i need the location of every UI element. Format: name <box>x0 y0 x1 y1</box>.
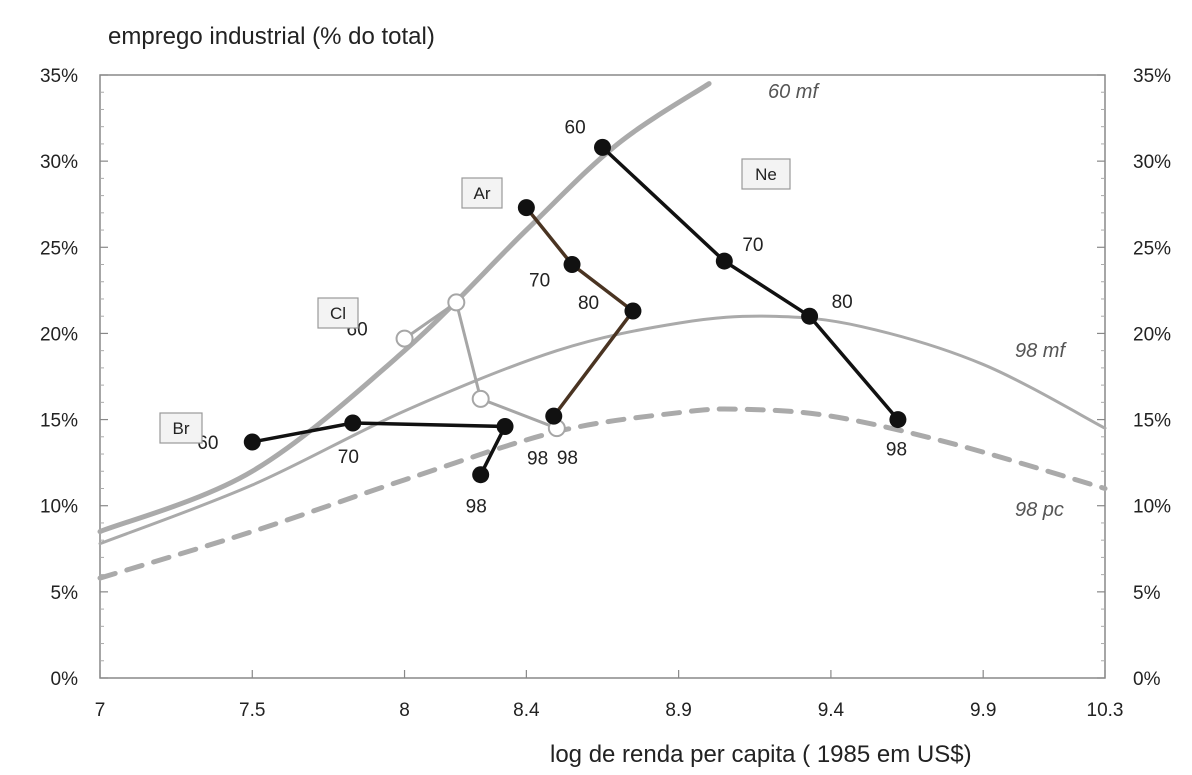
annotation-group: 60709898609860708060708098BrClArNe <box>159 117 907 518</box>
point-label: 98 <box>466 497 487 518</box>
country-label: Ar <box>474 184 491 203</box>
reference-curve-label: 98 mf <box>1015 340 1067 362</box>
point-label: 80 <box>578 293 599 314</box>
data-point-Ar <box>517 199 535 217</box>
y-tick-label-left: 0% <box>51 669 79 690</box>
x-tick-label: 9.4 <box>818 700 845 721</box>
reference-curve-98-mf <box>98 314 1107 546</box>
series-line-Ne <box>601 146 900 421</box>
y-tick-label-right: 15% <box>1133 411 1171 432</box>
country-box-Ar <box>461 177 503 209</box>
data-point-Ne <box>801 307 819 325</box>
reference-curve-98-pc <box>97 406 1108 581</box>
data-point-Br <box>344 414 362 432</box>
point-label: 60 <box>565 117 586 138</box>
x-tick-label: 8.4 <box>513 700 540 721</box>
y-tick-label-left: 35% <box>40 66 78 87</box>
data-point-Ar <box>624 302 642 320</box>
x-tick-label: 8 <box>399 700 410 721</box>
point-label: 98 <box>527 448 548 469</box>
y-tick-label-left: 5% <box>51 583 79 604</box>
x-tick-label: 8.9 <box>665 700 691 721</box>
series-line-Cl <box>403 299 558 430</box>
country-box-Cl <box>317 297 359 329</box>
x-axis-label: log de renda per capita ( 1985 em US$) <box>550 741 972 768</box>
y-tick-label-left: 20% <box>40 324 78 345</box>
data-point-Ne <box>715 252 733 270</box>
x-tick-label: 10.3 <box>1087 700 1124 721</box>
data-point-Br <box>496 417 514 435</box>
country-box-Br <box>159 412 203 444</box>
y-tick-label-right: 10% <box>1133 497 1171 518</box>
reference-curve-label: 98 pc <box>1015 499 1064 521</box>
country-label: Cl <box>330 304 346 323</box>
y-tick-label-right: 0% <box>1133 669 1161 690</box>
data-point-Cl <box>471 389 490 408</box>
data-point-Ne <box>594 138 611 156</box>
point-label: 98 <box>886 440 907 461</box>
y-tick-label-left: 25% <box>40 238 78 259</box>
plot-frame <box>99 74 1106 679</box>
point-label: 70 <box>338 447 359 468</box>
data-point-Cl <box>447 293 466 312</box>
y-tick-label-left: 10% <box>40 497 78 518</box>
reference-curve-label: 60 mf <box>768 81 820 103</box>
y-tick-label-right: 35% <box>1133 66 1171 87</box>
point-label: 70 <box>742 235 763 256</box>
data-point-Cl <box>395 329 414 348</box>
y-tick-label-left: 15% <box>40 411 78 432</box>
data-point-Br <box>243 433 261 451</box>
series-line-Br <box>251 421 508 476</box>
country-box-Ne <box>741 158 791 190</box>
point-label: 80 <box>832 292 853 313</box>
point-label: 98 <box>557 448 578 469</box>
y-tick-label-right: 20% <box>1133 324 1171 345</box>
y-tick-label-left: 30% <box>40 152 78 173</box>
x-tick-label: 9.9 <box>970 700 996 721</box>
data-point-Ne <box>889 411 907 429</box>
country-label: Ne <box>755 165 777 184</box>
tick-group: 0% 0% 5% 5% 10% 10% 15% 15% 20% 20% 25% 25% 30% 30% 35… <box>40 66 1171 721</box>
series-group <box>243 138 907 484</box>
x-tick-label: 7 <box>95 700 106 721</box>
reference-curve-60-mf <box>97 81 712 535</box>
y-tick-label-right: 25% <box>1133 238 1171 259</box>
country-label: Br <box>173 419 190 438</box>
y-tick-label-right: 30% <box>1133 152 1171 173</box>
data-point-Ar <box>545 407 563 425</box>
data-point-Br <box>472 466 490 484</box>
y-tick-label-right: 5% <box>1133 583 1161 604</box>
series-line-Ar <box>524 206 636 418</box>
x-tick-label: 7.5 <box>239 700 265 721</box>
point-label: 70 <box>529 271 550 292</box>
data-point-Ar <box>563 256 581 274</box>
y-axis-label: emprego industrial (% do total) <box>108 23 435 50</box>
